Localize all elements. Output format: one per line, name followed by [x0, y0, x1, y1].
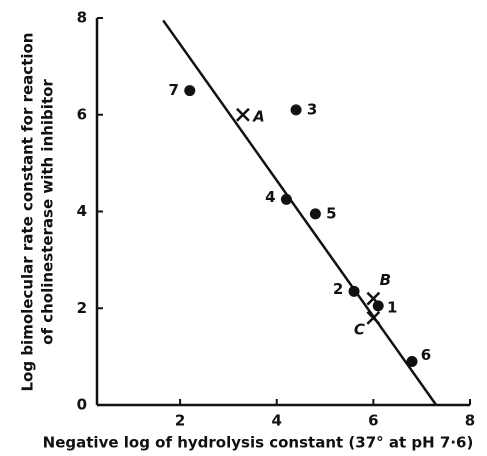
cross: [236, 107, 250, 122]
y-tick-label: 4: [77, 202, 87, 220]
cross-label: A: [252, 107, 265, 125]
y-tick-label: 6: [77, 105, 87, 123]
point: [290, 104, 302, 116]
fit-line: [162, 19, 438, 406]
point: [406, 355, 418, 367]
point-label: 2: [333, 280, 343, 298]
cross: [366, 291, 381, 306]
point-label: 5: [326, 204, 336, 222]
point: [348, 285, 360, 297]
point-label: 3: [307, 100, 317, 118]
point-label: 4: [265, 188, 275, 206]
y-axis-title: Log bimolecular rate constant for reacti…: [19, 33, 37, 392]
point-label: 1: [387, 298, 397, 316]
x-tick-label: 4: [272, 412, 282, 430]
point: [280, 193, 292, 205]
point-label: 7: [169, 81, 179, 99]
point: [372, 300, 384, 312]
cross: [366, 311, 381, 325]
x-axis-title: Negative log of hydrolysis constant (37°…: [43, 434, 474, 452]
y-tick-label: 8: [77, 9, 87, 27]
y-tick-label: 0: [77, 396, 87, 414]
point-label: 6: [421, 346, 431, 364]
y-axis-title: of cholinesterase with inhibitor: [39, 79, 57, 345]
point: [309, 208, 321, 220]
x-tick-label: 6: [368, 412, 378, 430]
cross-label: C: [354, 320, 365, 338]
cross-label: B: [380, 271, 391, 289]
y-tick-label: 2: [77, 299, 87, 317]
x-tick-label: 8: [465, 412, 475, 430]
x-tick-label: 2: [175, 412, 185, 430]
point: [184, 85, 196, 97]
